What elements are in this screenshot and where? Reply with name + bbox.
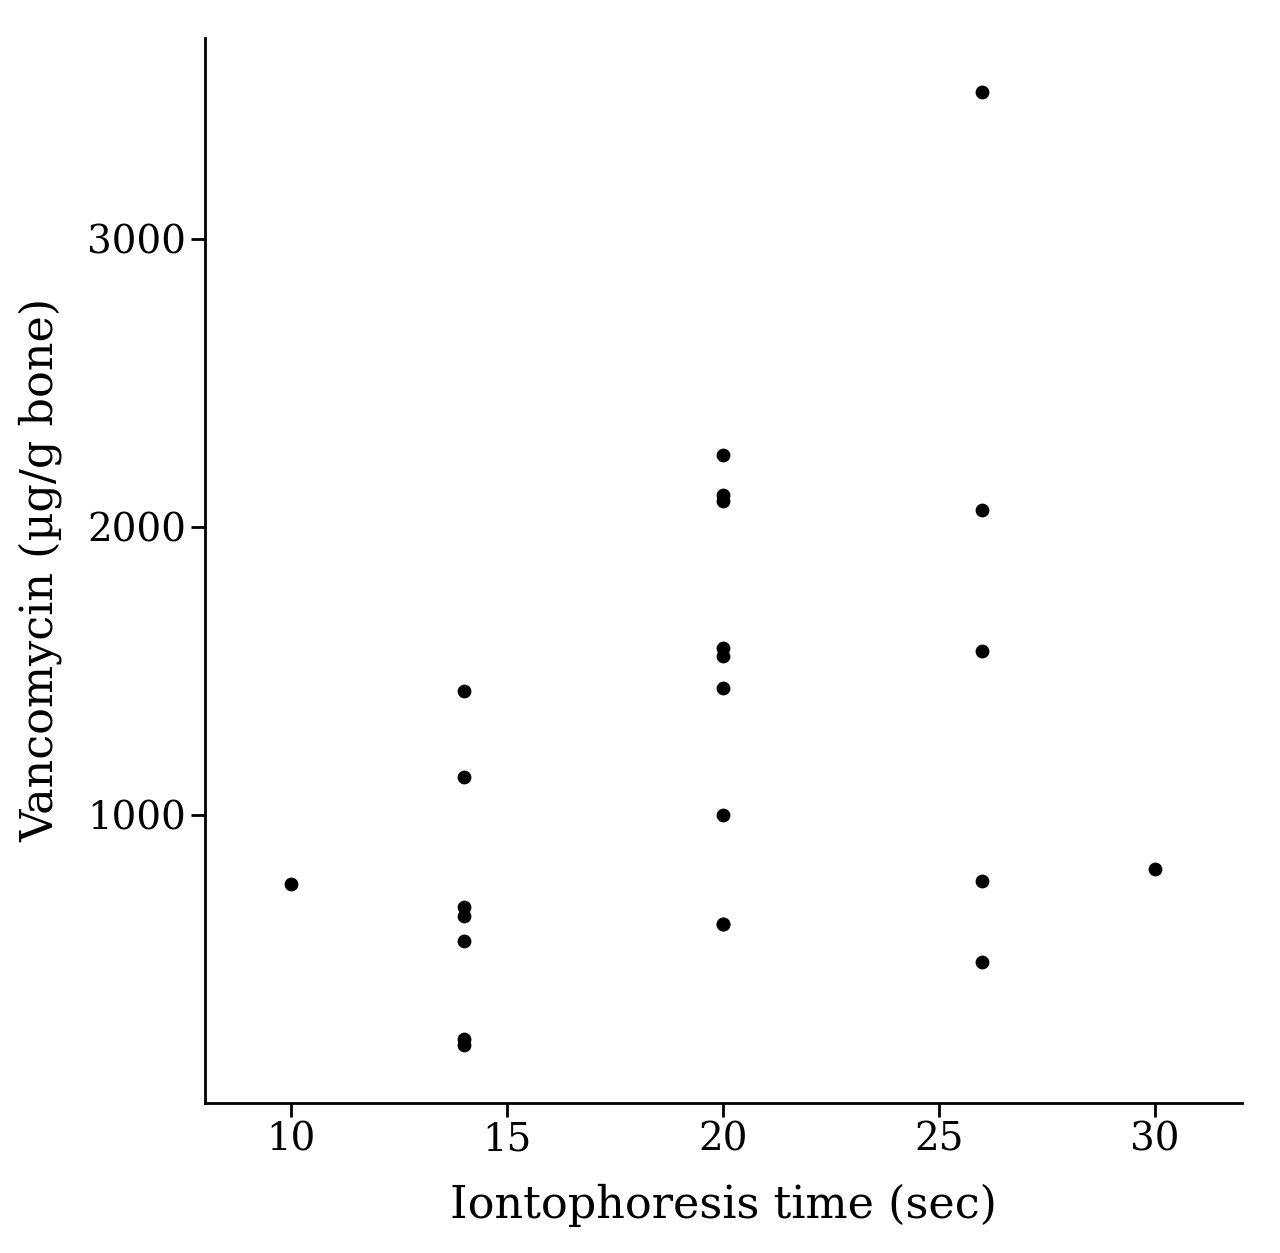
Point	[454, 906, 475, 926]
Point	[713, 915, 733, 935]
Point	[454, 931, 475, 951]
Point	[713, 491, 733, 511]
Point	[713, 445, 733, 465]
Point	[454, 1035, 475, 1055]
Point	[973, 951, 993, 971]
Point	[973, 640, 993, 660]
Point	[973, 83, 993, 103]
Y-axis label: Vancomycin (µg/g bone): Vancomycin (µg/g bone)	[18, 298, 61, 842]
Point	[973, 500, 993, 520]
Point	[454, 680, 475, 700]
Point	[713, 485, 733, 505]
Point	[713, 915, 733, 935]
Point	[1144, 860, 1165, 880]
Point	[713, 638, 733, 658]
Point	[713, 678, 733, 698]
Point	[713, 804, 733, 824]
Point	[973, 871, 993, 891]
Point	[454, 767, 475, 787]
X-axis label: Iontophoresis time (sec): Iontophoresis time (sec)	[449, 1183, 997, 1227]
Point	[454, 1029, 475, 1049]
Point	[454, 897, 475, 917]
Point	[282, 873, 302, 893]
Point	[713, 647, 733, 667]
